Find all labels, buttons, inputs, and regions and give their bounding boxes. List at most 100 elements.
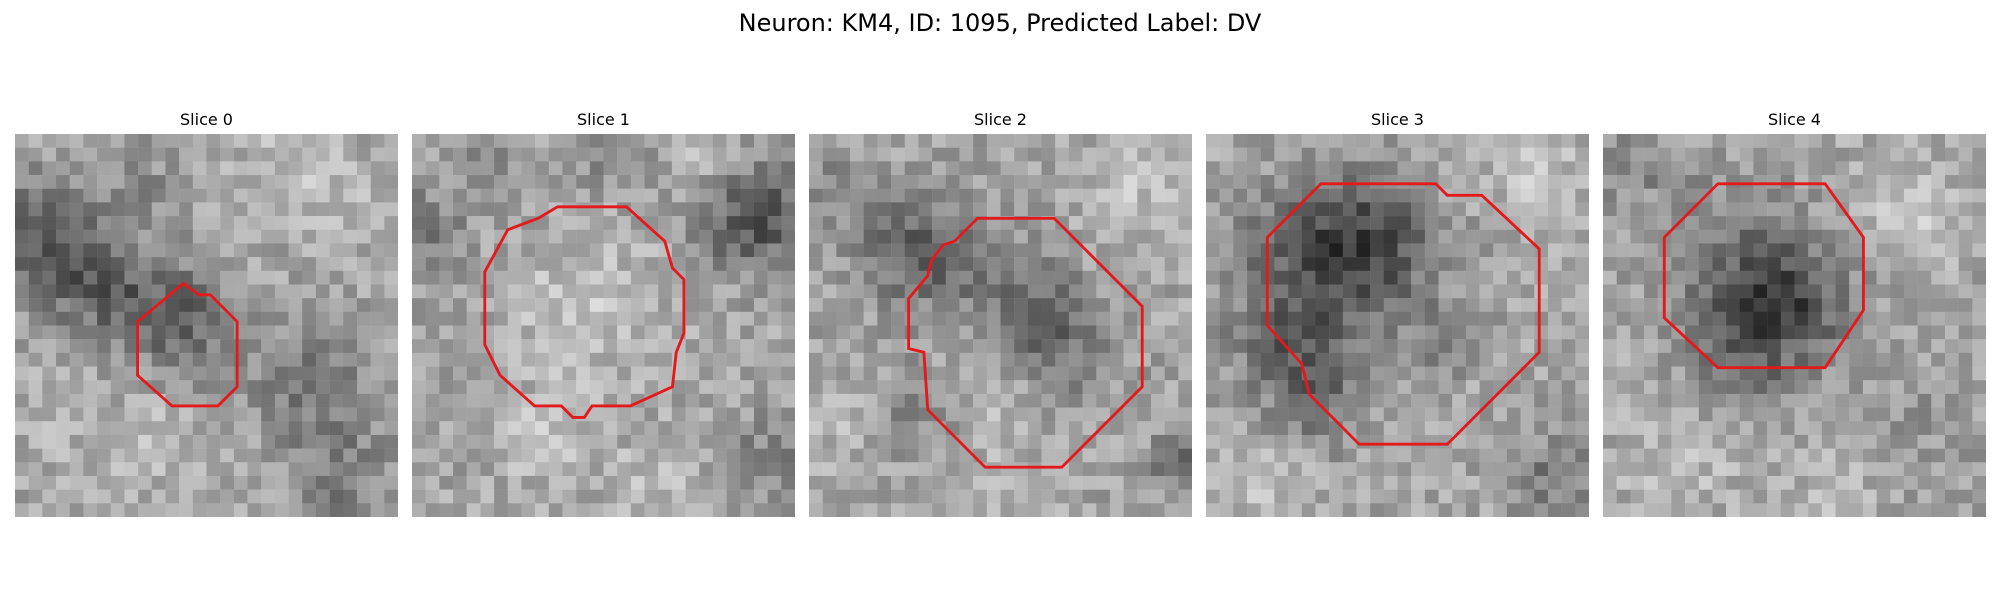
image-pixel bbox=[343, 229, 358, 244]
image-pixel bbox=[1739, 339, 1754, 354]
image-pixel bbox=[220, 229, 235, 244]
image-pixel bbox=[1206, 229, 1220, 244]
image-pixel bbox=[1821, 311, 1836, 326]
image-pixel bbox=[1561, 298, 1576, 313]
image-pixel bbox=[220, 270, 235, 285]
image-pixel bbox=[1685, 216, 1699, 230]
image-pixel bbox=[1397, 243, 1412, 258]
image-pixel bbox=[1096, 202, 1111, 217]
image-pixel bbox=[973, 311, 988, 326]
image-pixel bbox=[945, 311, 960, 326]
image-pixel bbox=[685, 462, 700, 477]
image-pixel bbox=[658, 503, 673, 517]
image-pixel bbox=[1698, 462, 1713, 477]
image-pixel bbox=[1712, 202, 1727, 217]
image-pixel bbox=[1520, 325, 1535, 340]
image-pixel bbox=[1616, 352, 1631, 367]
image-pixel bbox=[1630, 188, 1645, 203]
image-pixel bbox=[494, 475, 508, 490]
image-pixel bbox=[480, 434, 495, 449]
image-pixel bbox=[1630, 298, 1645, 313]
image-pixel bbox=[1890, 462, 1905, 477]
image-pixel bbox=[329, 161, 344, 176]
image-pixel bbox=[384, 434, 398, 449]
image-pixel bbox=[1219, 134, 1234, 148]
image-pixel bbox=[1780, 434, 1795, 449]
image-pixel bbox=[1685, 380, 1699, 395]
image-pixel bbox=[1452, 202, 1467, 217]
image-pixel bbox=[1411, 434, 1426, 449]
image-pixel bbox=[1767, 448, 1782, 463]
image-pixel bbox=[329, 257, 344, 272]
image-pixel bbox=[69, 503, 84, 517]
image-pixel bbox=[877, 216, 892, 230]
image-pixel bbox=[576, 503, 591, 517]
image-pixel bbox=[1014, 298, 1029, 313]
image-pixel bbox=[1685, 503, 1699, 517]
image-pixel bbox=[1767, 421, 1782, 436]
image-pixel bbox=[1288, 434, 1302, 449]
image-pixel bbox=[1506, 147, 1521, 162]
image-pixel bbox=[206, 407, 221, 422]
image-pixel bbox=[726, 503, 741, 517]
image-pixel bbox=[863, 270, 878, 285]
image-pixel bbox=[753, 393, 768, 408]
image-pixel bbox=[1972, 188, 1986, 203]
image-pixel bbox=[589, 503, 604, 517]
image-pixel bbox=[329, 475, 344, 490]
image-pixel bbox=[288, 434, 303, 449]
image-pixel bbox=[1274, 503, 1289, 517]
image-pixel bbox=[535, 243, 550, 258]
image-pixel bbox=[1862, 311, 1877, 326]
image-pixel bbox=[261, 352, 276, 367]
image-pixel bbox=[1616, 311, 1631, 326]
image-pixel bbox=[288, 393, 303, 408]
image-pixel bbox=[1233, 188, 1248, 203]
image-pixel bbox=[1603, 489, 1617, 504]
image-pixel bbox=[535, 407, 550, 422]
image-pixel bbox=[1329, 229, 1344, 244]
image-pixel bbox=[1219, 475, 1234, 490]
image-pixel bbox=[712, 352, 727, 367]
image-pixel bbox=[850, 243, 864, 258]
image-pixel bbox=[1493, 161, 1508, 176]
image-pixel bbox=[1685, 366, 1699, 381]
image-pixel bbox=[151, 366, 166, 381]
image-pixel bbox=[1206, 270, 1220, 285]
image-pixel bbox=[1944, 243, 1959, 258]
image-pixel bbox=[151, 475, 166, 490]
image-pixel bbox=[1233, 243, 1248, 258]
image-pixel bbox=[412, 134, 426, 148]
image-pixel bbox=[1438, 462, 1453, 477]
image-pixel bbox=[1274, 366, 1289, 381]
image-pixel bbox=[973, 243, 988, 258]
image-pixel bbox=[1616, 161, 1631, 176]
image-pixel bbox=[1780, 134, 1795, 148]
image-pixel bbox=[1479, 188, 1494, 203]
image-pixel bbox=[1753, 243, 1768, 258]
image-pixel bbox=[370, 161, 385, 176]
image-pixel bbox=[576, 380, 591, 395]
image-pixel bbox=[179, 352, 194, 367]
image-pixel bbox=[1534, 257, 1549, 272]
image-pixel bbox=[740, 421, 755, 436]
image-pixel bbox=[1794, 202, 1809, 217]
image-pixel bbox=[589, 462, 604, 477]
image-pixel bbox=[1068, 216, 1083, 230]
image-pixel bbox=[1849, 380, 1864, 395]
image-pixel bbox=[1438, 147, 1453, 162]
image-pixel bbox=[1835, 147, 1850, 162]
image-pixel bbox=[836, 243, 851, 258]
image-pixel bbox=[1890, 202, 1905, 217]
image-pixel bbox=[110, 243, 125, 258]
image-pixel bbox=[1315, 352, 1330, 367]
image-pixel bbox=[918, 311, 933, 326]
image-pixel bbox=[480, 366, 495, 381]
image-pixel bbox=[315, 270, 330, 285]
image-pixel bbox=[28, 366, 43, 381]
image-pixel bbox=[973, 298, 988, 313]
image-pixel bbox=[206, 352, 221, 367]
image-pixel bbox=[288, 489, 303, 504]
image-pixel bbox=[480, 175, 495, 189]
image-pixel bbox=[288, 257, 303, 272]
